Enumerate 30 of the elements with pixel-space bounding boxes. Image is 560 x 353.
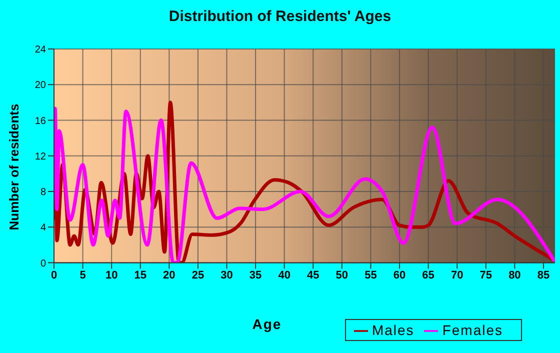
x-tick-label: 80 [508,270,521,282]
legend-label: Males [372,322,414,338]
y-tick-label: 4 [40,222,46,234]
y-tick-label: 8 [40,187,46,198]
y-tick-label: 16 [34,116,46,127]
x-tick-label: 85 [537,270,550,282]
x-tick-label: 75 [480,270,492,282]
x-tick-label: 40 [278,270,290,282]
y-tick-label: 20 [34,80,46,92]
x-tick-label: 60 [393,270,406,282]
x-tick-label: 10 [105,270,118,282]
x-tick-label: 55 [364,270,377,282]
y-tick-label: 12 [34,151,46,162]
x-tick-label: 50 [336,270,348,282]
x-tick-label: 35 [249,270,262,282]
x-axis-title: Age [252,316,282,332]
x-tick-label: 65 [422,270,434,282]
x-tick-label: 45 [307,270,320,282]
x-tick-label: 5 [80,270,86,282]
x-tick-label: 0 [50,270,58,282]
legend-label: Females [442,322,503,338]
y-tick-label: 0 [40,258,46,270]
y-tick-label: 24 [34,44,46,56]
x-tick-label: 25 [192,270,204,282]
x-tick-label: 70 [450,270,464,282]
x-tick-label: 30 [220,270,233,282]
y-axis-title: Number of residents [6,104,22,230]
x-tick-label: 20 [163,270,176,282]
chart-title: Distribution of Residents' Ages [168,8,392,25]
x-tick-label: 15 [134,270,147,282]
